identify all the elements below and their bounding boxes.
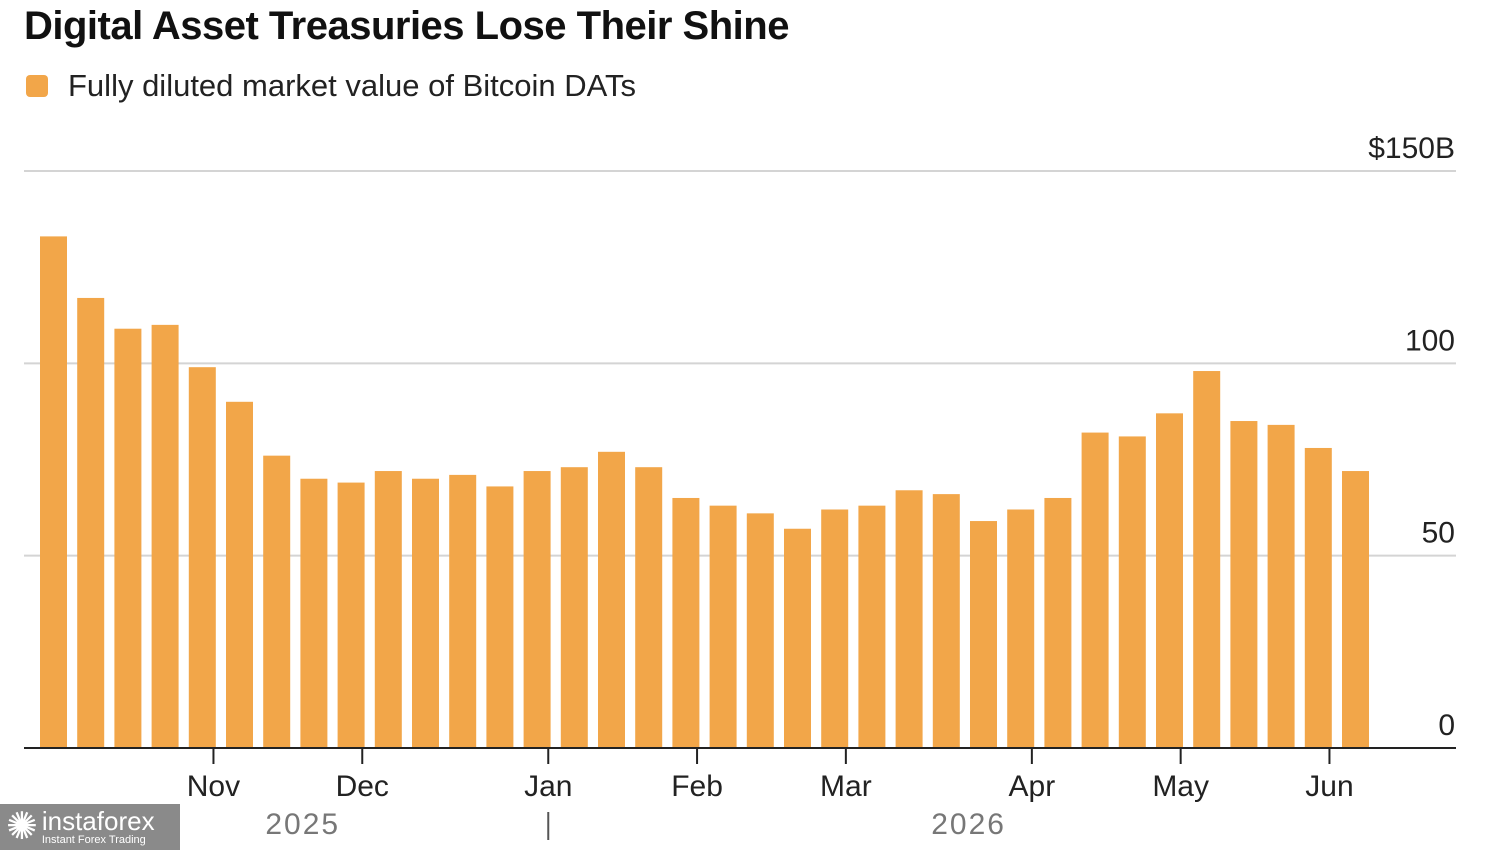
bar: [523, 471, 551, 748]
bar: [374, 471, 402, 748]
year-label: 2026: [931, 808, 1006, 841]
bar: [672, 497, 700, 748]
bar: [337, 482, 365, 748]
bar: [1007, 509, 1035, 748]
instaforex-logo-icon: ✺: [6, 806, 38, 848]
bar: [970, 521, 997, 748]
bar: [709, 505, 737, 748]
y-tick-label: $150B: [1368, 132, 1455, 165]
bar: [1193, 371, 1221, 748]
bar: [895, 490, 923, 748]
x-tick-label: Feb: [671, 770, 723, 803]
bar: [1304, 447, 1332, 748]
x-tick-label: May: [1152, 770, 1209, 803]
bar: [1230, 421, 1258, 748]
bar: [1044, 497, 1072, 748]
bar: [486, 486, 514, 748]
x-axis: [24, 747, 1456, 840]
bar: [1081, 432, 1109, 748]
bar: [932, 494, 960, 748]
bar: [746, 513, 774, 748]
axis-labels: 0 50 100 $150B Nov Dec Jan Feb Mar Apr May Jun 2025 2…: [187, 132, 1455, 841]
bar: [263, 455, 291, 748]
x-tick-label: Mar: [820, 770, 872, 803]
bar: [598, 451, 625, 748]
bar: [784, 528, 811, 748]
bar: [1156, 413, 1183, 748]
bar: [114, 328, 142, 748]
legend-swatch: [26, 75, 48, 97]
year-label: 2025: [265, 808, 340, 841]
y-tick-label: 0: [1438, 709, 1455, 742]
bar: [1118, 436, 1146, 748]
bar: [635, 467, 663, 748]
legend-label: Fully diluted market value of Bitcoin DA…: [68, 68, 636, 103]
y-tick-label: 100: [1405, 324, 1455, 357]
watermark: ✺ instaforex Instant Forex Trading: [0, 804, 180, 850]
y-tick-label: 50: [1422, 517, 1455, 550]
x-tick-label: Nov: [187, 770, 240, 803]
bar: [300, 478, 328, 748]
bar: [412, 478, 439, 748]
bar: [151, 324, 179, 748]
x-tick-label: Dec: [336, 770, 389, 803]
chart-title: Digital Asset Treasuries Lose Their Shin…: [24, 4, 789, 48]
bar: [226, 401, 253, 748]
bar: [1267, 424, 1295, 748]
bar: [858, 505, 886, 748]
legend: Fully diluted market value of Bitcoin DA…: [26, 68, 636, 104]
bar: [449, 474, 477, 748]
watermark-tagline: Instant Forex Trading: [41, 834, 146, 846]
bar: [40, 236, 67, 749]
bar: [1342, 471, 1369, 748]
bar: [560, 467, 588, 748]
x-tick-label: Jun: [1305, 770, 1353, 803]
x-tick-label: Apr: [1009, 770, 1056, 803]
bar: [821, 509, 849, 748]
bar: [188, 367, 216, 748]
bar: [77, 297, 105, 748]
x-tick-label: Jan: [524, 770, 572, 803]
bars: [40, 236, 1369, 749]
watermark-name: instaforex: [41, 806, 155, 836]
